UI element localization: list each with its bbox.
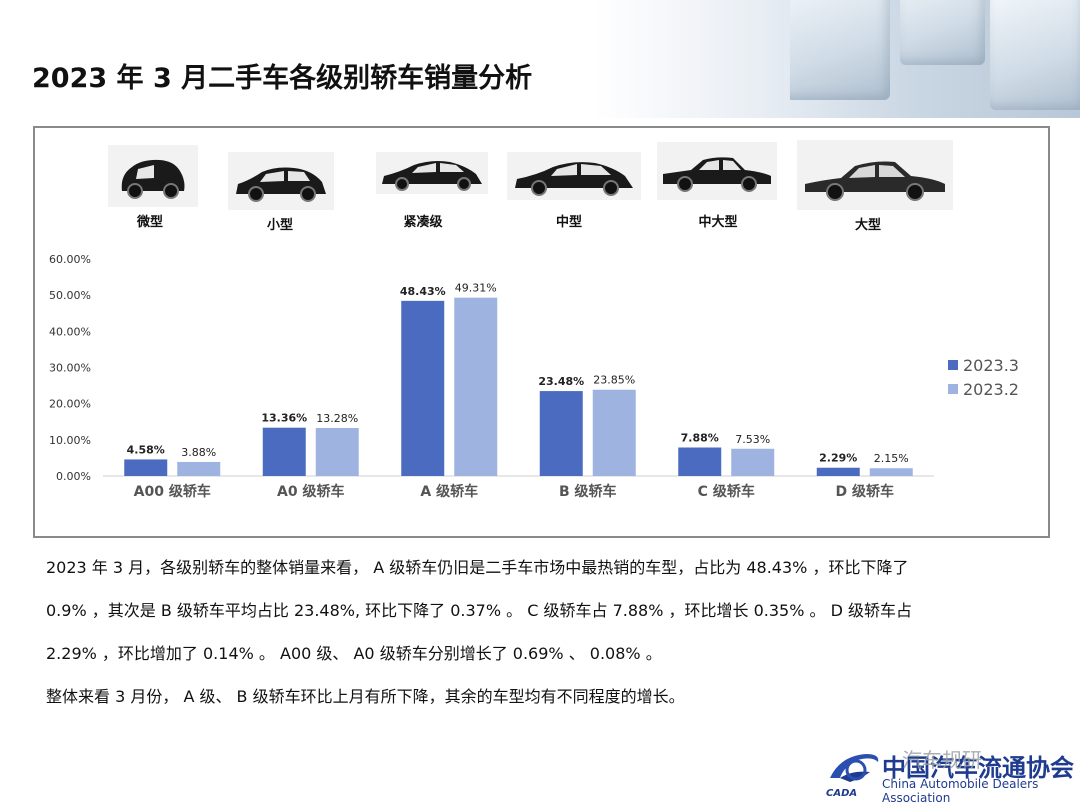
- analysis-line-1: 2023 年 3 月，各级别轿车的整体销量来看， A 级轿车仍旧是二手车市场中最…: [46, 558, 909, 577]
- analysis-line-2: 0.9% ，其次是 B 级轿车平均占比 23.48%, 环比下降了 0.37% …: [46, 601, 912, 620]
- car-label-small: 小型: [266, 218, 293, 233]
- car-label-large-midsize: 中大型: [698, 215, 738, 230]
- compact-sedan-icon: [382, 161, 482, 191]
- car-label-large: 大型: [854, 218, 881, 233]
- midsize-sedan-icon: [515, 162, 633, 196]
- small-hatchback-icon: [236, 167, 326, 202]
- large-sedan-icon: [805, 161, 945, 201]
- large-midsize-sedan-icon: [663, 157, 771, 192]
- car-tile-small: [228, 152, 334, 210]
- analysis-line-3: 2.29% ，环比增加了 0.14% 。 A00 级、 A0 级轿车分别增长了 …: [46, 644, 662, 663]
- cada-logo-icon: [830, 754, 879, 782]
- car-tile-large-midsize: [657, 142, 777, 200]
- car-tile-micro: [108, 145, 198, 207]
- org-name-en: China Automobile Dealers Association: [882, 777, 1039, 805]
- header-decoration: [790, 0, 1080, 118]
- car-label-micro: 微型: [136, 215, 163, 230]
- micro-car-icon: [121, 159, 185, 199]
- cada-logo-text: CADA: [826, 788, 858, 799]
- car-tile-midsize: [507, 152, 641, 200]
- car-label-midsize: 中型: [555, 215, 582, 230]
- analysis-line-4: 整体来看 3 月份， A 级、 B 级轿车环比上月有所下降，其余的车型均有不同程…: [46, 687, 685, 706]
- car-tile-compact: [376, 152, 488, 194]
- watermark: 汽车规研: [902, 748, 982, 772]
- car-tile-large: [797, 140, 953, 210]
- page-title: 2023 年 3 月二手车各级别轿车销量分析: [32, 63, 533, 94]
- car-label-compact: 紧凑级: [403, 215, 443, 230]
- org-name-cn: 中国汽车流通协会: [882, 754, 1074, 782]
